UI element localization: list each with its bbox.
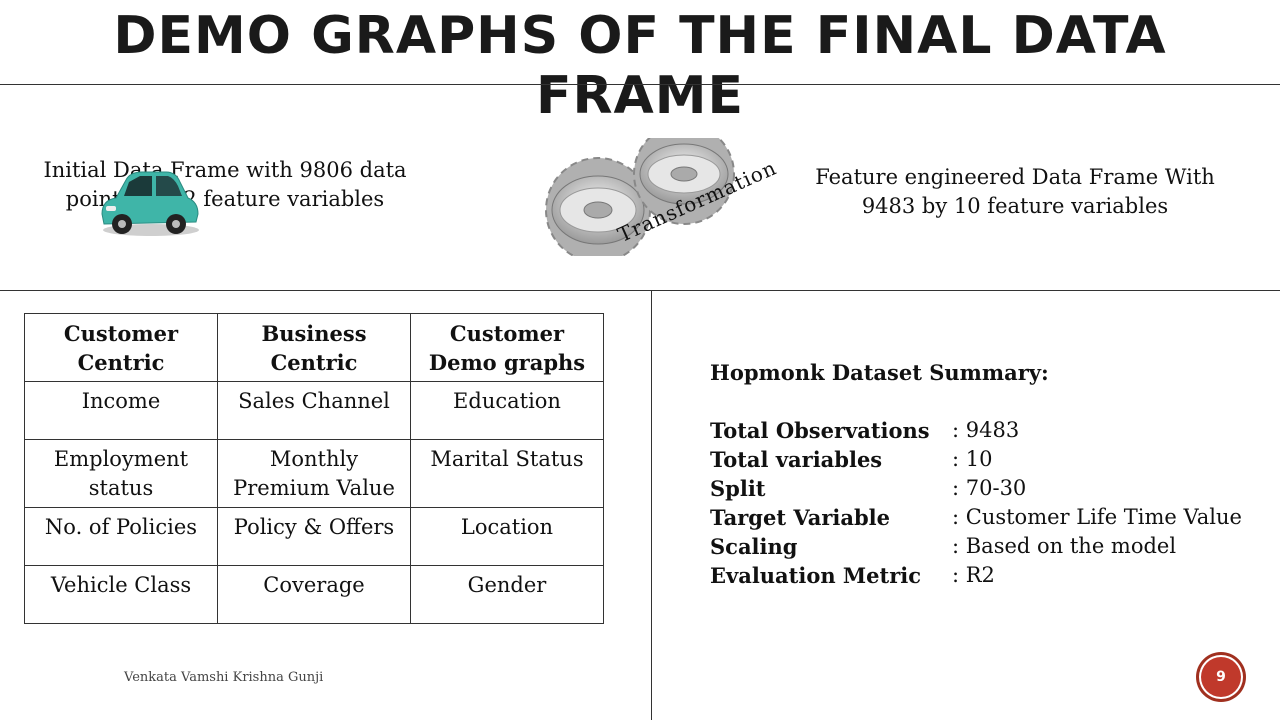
table-cell: Employment status xyxy=(24,439,218,508)
table-cell: Gender xyxy=(410,565,604,624)
table-row: Employment status Monthly Premium Value Ma… xyxy=(24,439,604,508)
table-cell: Vehicle Class xyxy=(24,565,218,624)
feature-text-line2: 9483 by 10 feature variables xyxy=(861,194,1169,218)
table-row: Vehicle Class Coverage Gender xyxy=(24,565,604,624)
author-footer: Venkata Vamshi Krishna Gunji xyxy=(124,670,324,685)
column-divider xyxy=(651,290,652,720)
section-divider xyxy=(0,290,1280,291)
summary-row: Evaluation Metric: R2 xyxy=(710,563,995,588)
table-header-row: Customer Centric Business Centric Customer… xyxy=(24,313,604,382)
table-cell: Education xyxy=(410,381,604,440)
summary-row: Total variables: 10 xyxy=(710,447,993,472)
feature-engineered-text: Feature engineered Data Frame With 9483 … xyxy=(790,163,1240,221)
page-number-badge: 9 xyxy=(1199,655,1243,699)
feature-category-table: Customer Centric Business Centric Customer… xyxy=(24,313,604,624)
summary-row: Scaling: Based on the model xyxy=(710,534,1177,559)
table-row: Income Sales Channel Education xyxy=(24,381,604,440)
table-cell: Marital Status xyxy=(410,439,604,508)
summary-row: Total Observations: 9483 xyxy=(710,418,1020,443)
summary-heading: Hopmonk Dataset Summary: xyxy=(710,360,1049,385)
initial-data-frame-text: Initial Data Frame with 9806 data points… xyxy=(40,156,410,214)
slide-title: DEMO GRAPHS OF THE FINAL DATA FRAME xyxy=(113,6,1167,126)
table-cell: Policy & Offers xyxy=(217,507,411,566)
table-cell: Monthly Premium Value xyxy=(217,439,411,508)
header-customer-demographics: Customer Demo graphs xyxy=(410,313,604,382)
dataset-summary: Hopmonk Dataset Summary: Total Observati… xyxy=(710,358,1242,590)
summary-row: Target Variable: Customer Life Time Valu… xyxy=(710,505,1242,530)
table-cell: No. of Policies xyxy=(24,507,218,566)
summary-row: Split: 70-30 xyxy=(710,476,1027,501)
gears-icon xyxy=(545,138,735,256)
header-business-centric: Business Centric xyxy=(217,313,411,382)
table-cell: Sales Channel xyxy=(217,381,411,440)
teal-toy-car-icon xyxy=(101,171,199,236)
table-cell: Coverage xyxy=(217,565,411,624)
title-divider xyxy=(0,84,1280,85)
table-cell: Location xyxy=(410,507,604,566)
initial-text-line1: Initial Data Frame with 9806 data xyxy=(43,158,407,182)
header-customer-centric: Customer Centric xyxy=(24,313,218,382)
table-cell: Income xyxy=(24,381,218,440)
feature-text-line1: Feature engineered Data Frame With xyxy=(815,165,1215,189)
table-row: No. of Policies Policy & Offers Location xyxy=(24,507,604,566)
